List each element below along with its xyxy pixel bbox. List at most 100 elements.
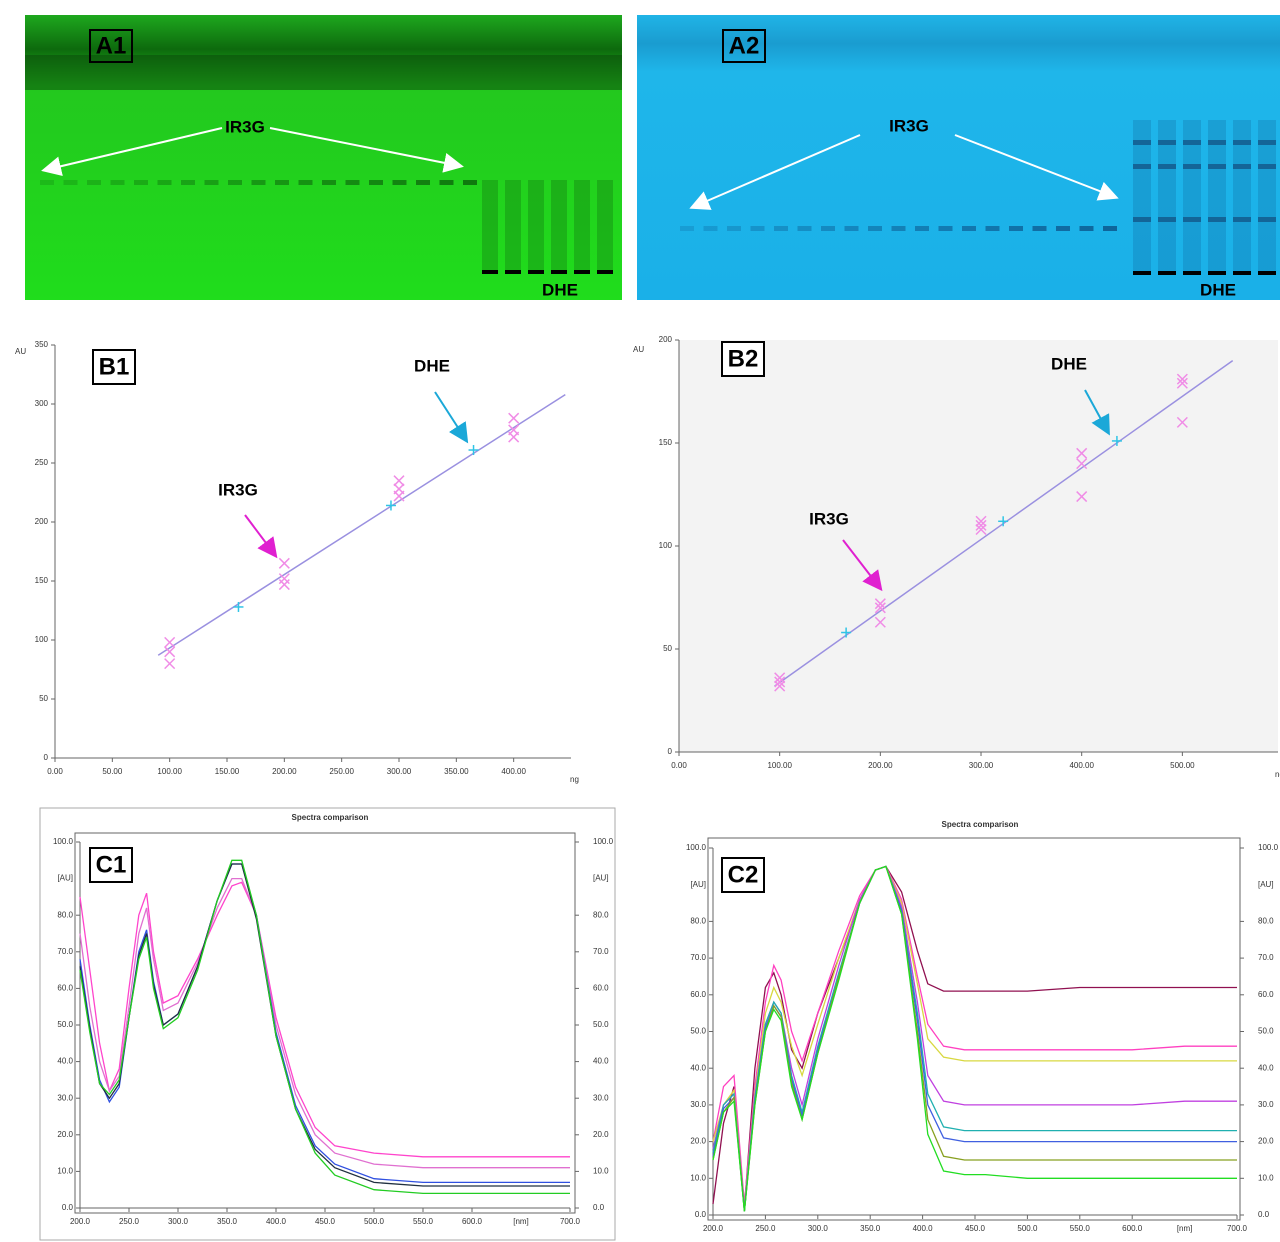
panel-label: B1 — [99, 353, 130, 380]
x-tick-label: 550.0 — [413, 1217, 434, 1226]
spectrum-line — [79, 859, 570, 1195]
band — [392, 180, 407, 185]
y2-tick-label: 80.0 — [593, 910, 609, 919]
x-tick-label: 600.0 — [462, 1217, 483, 1226]
x-tick-label: 350.0 — [860, 1224, 881, 1233]
lane — [528, 180, 544, 272]
marker-stroke — [975, 523, 987, 536]
data-point — [1176, 377, 1188, 389]
band — [1056, 226, 1070, 231]
marker-stroke — [1076, 458, 1088, 470]
band — [1258, 164, 1276, 169]
panel-label-box — [721, 857, 765, 893]
y2-tick-label: 10.0 — [1258, 1173, 1274, 1182]
lane — [505, 180, 521, 272]
y-tick-label: 200 — [35, 517, 49, 526]
panel-label-box — [89, 29, 133, 63]
y2-tick-label: 70.0 — [1258, 953, 1274, 962]
data-point — [774, 672, 786, 684]
x-tick-label: 600.0 — [1122, 1224, 1143, 1233]
y2-tick-label: 20.0 — [1258, 1137, 1274, 1146]
data-point — [468, 445, 479, 456]
x-tick-label: 100.00 — [157, 767, 182, 776]
lane — [597, 180, 613, 272]
x-tick-label: 350.00 — [444, 767, 469, 776]
y-tick-label: 40.0 — [57, 1057, 73, 1066]
y-axis-label: AU — [633, 345, 644, 354]
x-tick-label: 400.0 — [913, 1224, 934, 1233]
band — [551, 270, 567, 274]
y2-axis-label: [AU] — [593, 874, 609, 883]
tlc-bands — [40, 180, 613, 274]
data-point — [975, 523, 987, 536]
x-tick-label: 150.00 — [215, 767, 240, 776]
band — [938, 226, 953, 231]
lane — [1208, 120, 1226, 272]
x-axis-label: ng — [1275, 770, 1280, 779]
y-tick-label: 70.0 — [690, 953, 706, 962]
annotation-arrow — [434, 391, 469, 444]
data-point — [278, 579, 290, 591]
arrow — [41, 127, 223, 177]
spectrum-line — [712, 865, 1237, 1208]
y2-tick-label: 0.0 — [593, 1203, 605, 1212]
band — [369, 180, 383, 185]
marker-stroke — [164, 658, 176, 670]
band — [680, 226, 694, 231]
lane — [551, 180, 567, 272]
lane — [1133, 120, 1151, 272]
panel-label-box — [721, 341, 765, 377]
band — [1183, 217, 1201, 222]
band — [1208, 140, 1226, 145]
band — [40, 180, 54, 185]
band — [868, 226, 882, 231]
band — [63, 180, 78, 185]
band — [110, 180, 125, 185]
y-tick-label: 80.0 — [690, 917, 706, 926]
band — [1258, 140, 1276, 145]
band — [1158, 140, 1176, 145]
band — [891, 226, 906, 231]
y2-tick-label: 50.0 — [593, 1020, 609, 1029]
y2-tick-label: 30.0 — [1258, 1100, 1274, 1109]
y-tick-label: 50 — [39, 694, 48, 703]
annotation-arrow — [244, 514, 278, 559]
band — [439, 180, 454, 185]
y-tick-label: 50.0 — [690, 1027, 706, 1036]
plot-frame — [707, 837, 1241, 1221]
band — [1258, 217, 1276, 222]
x-tick-label: 400.00 — [1069, 761, 1094, 770]
panel-border — [39, 807, 616, 1241]
marker-stroke — [164, 636, 176, 648]
x-tick-label: 500.0 — [1017, 1224, 1038, 1233]
marker-stroke — [874, 616, 886, 628]
band — [797, 226, 812, 231]
y-axis-label: [AU] — [57, 874, 73, 883]
plot-background — [679, 340, 1278, 752]
marker-stroke — [1076, 491, 1088, 503]
lane — [574, 180, 590, 272]
band — [416, 180, 430, 185]
marker-stroke — [508, 431, 520, 443]
y-tick-label: 10.0 — [57, 1167, 73, 1176]
x-tick-label: 0.00 — [47, 767, 63, 776]
spectrum-line — [712, 865, 1237, 1205]
y-tick-label: 50.0 — [57, 1020, 73, 1029]
band — [181, 180, 195, 185]
x-axis-label: [nm] — [513, 1217, 529, 1226]
y-tick-label: 350 — [35, 340, 49, 349]
lane — [1158, 120, 1176, 272]
y-tick-label: 40.0 — [690, 1063, 706, 1072]
data-point — [874, 616, 886, 628]
band — [1233, 271, 1251, 275]
band — [844, 226, 859, 231]
x-tick-label: 400.00 — [501, 767, 526, 776]
band — [1133, 140, 1151, 145]
marker-stroke — [164, 646, 176, 658]
x-tick-label: 0.00 — [671, 761, 687, 770]
chart-title: Spectra comparison — [942, 820, 1019, 829]
data-point — [1111, 435, 1122, 446]
data-point — [393, 490, 405, 502]
dhe-label: DHE — [1200, 280, 1236, 299]
data-point — [1076, 447, 1088, 459]
